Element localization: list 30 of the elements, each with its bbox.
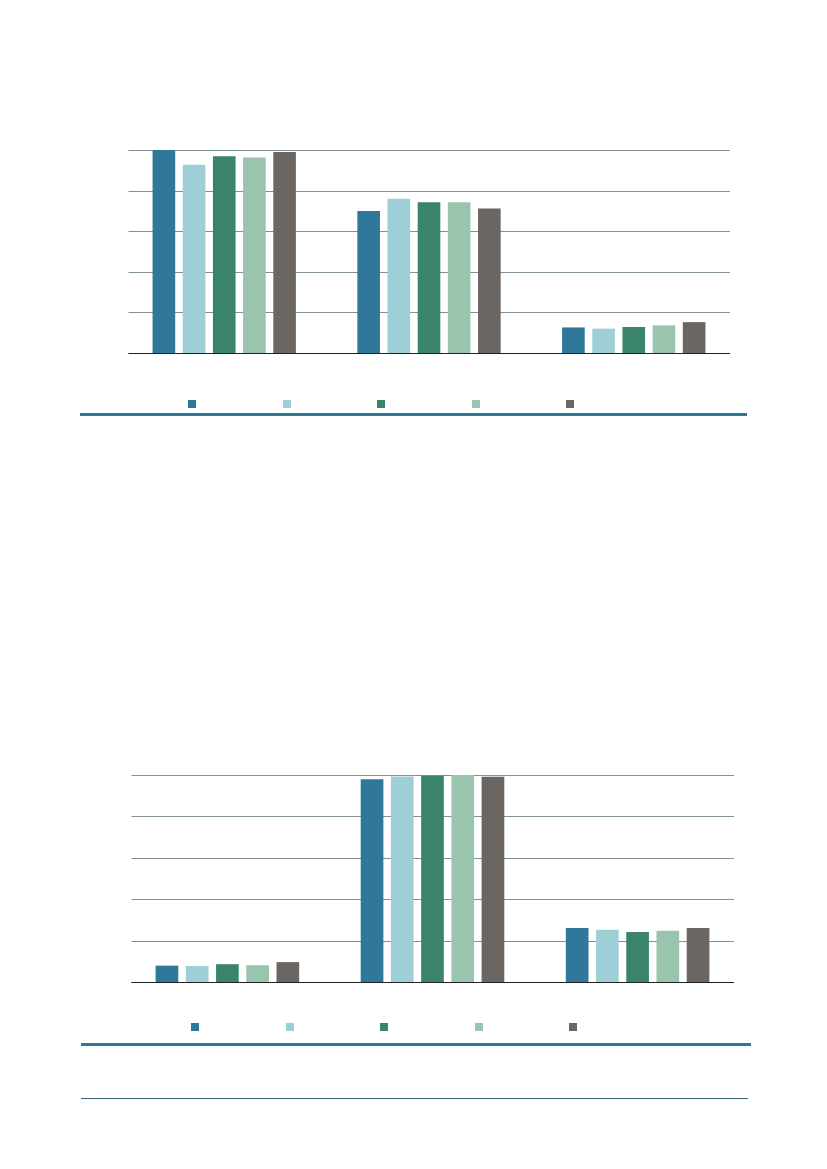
bar <box>212 156 236 353</box>
bar <box>626 932 649 982</box>
bar <box>155 965 179 982</box>
bar <box>686 927 710 982</box>
bar <box>390 776 414 982</box>
bar <box>357 210 380 353</box>
bar <box>152 150 176 353</box>
bar <box>562 327 585 353</box>
bar <box>273 152 296 353</box>
bar <box>243 157 266 353</box>
bar <box>417 202 441 353</box>
bar <box>451 775 475 982</box>
bar <box>387 198 411 353</box>
bar <box>478 208 501 353</box>
bar <box>421 775 444 982</box>
bar <box>481 776 505 982</box>
bar <box>185 966 209 982</box>
bar <box>216 964 239 982</box>
bar <box>565 927 589 982</box>
bar <box>682 322 706 353</box>
bar <box>447 202 471 353</box>
bar <box>246 965 269 982</box>
bar <box>182 164 206 353</box>
bar <box>656 930 680 982</box>
bar <box>622 327 646 353</box>
bar <box>652 325 676 353</box>
bar <box>596 929 619 982</box>
bar <box>360 779 384 982</box>
bar <box>276 962 300 982</box>
bar <box>592 328 615 353</box>
